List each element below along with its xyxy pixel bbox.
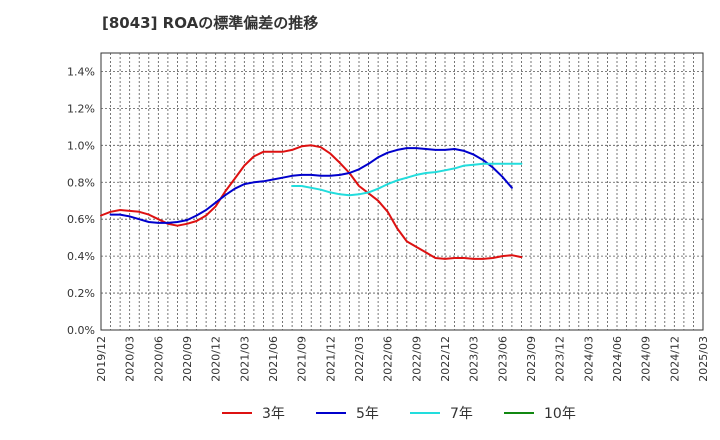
- axis-layer: 0.0% 0.2% 0.4% 0.6% 0.8% 1.0% 1.2% 1.4% 2019/12 2…: [67, 65, 710, 381]
- x-tick-label: 2023/03: [468, 336, 481, 382]
- x-tick-label: 2022/03: [353, 336, 366, 382]
- x-tick-label: 2020/06: [152, 336, 165, 382]
- legend: 3年 5年 7年 10年: [222, 406, 576, 422]
- x-tick-label: 2023/06: [496, 336, 509, 382]
- x-tick-label: 2024/06: [611, 336, 624, 382]
- x-tick-label: 2024/09: [640, 336, 653, 382]
- plot-area: [100, 52, 704, 331]
- series-line-2: [109, 147, 513, 224]
- x-tick-label: 2024/03: [582, 336, 595, 382]
- y-tick-label: 1.0%: [67, 139, 95, 152]
- x-tick-label: 2020/03: [124, 336, 137, 382]
- y-tick-label: 0.6%: [67, 213, 95, 226]
- x-tick-label: 2022/09: [410, 336, 423, 382]
- x-tick-label: 2021/09: [296, 336, 309, 382]
- chart-title: [8043] ROAの標準偏差の推移: [102, 14, 319, 32]
- legend-label-1: 3年: [262, 406, 285, 422]
- x-tick-label: 2024/12: [668, 336, 681, 382]
- x-tick-label: 2020/09: [181, 336, 194, 382]
- x-tick-label: 2023/09: [525, 336, 538, 382]
- grid-layer: [101, 53, 703, 330]
- legend-label-4: 10年: [544, 406, 576, 422]
- y-tick-label: 0.2%: [67, 287, 95, 300]
- y-tick-label: 1.4%: [67, 65, 95, 78]
- x-tick-label: 2022/06: [382, 336, 395, 382]
- y-tick-label: 0.0%: [67, 324, 95, 337]
- x-tick-label: 2021/06: [267, 336, 280, 382]
- x-tick-label: 2020/12: [210, 336, 223, 382]
- y-tick-label: 0.8%: [67, 176, 95, 189]
- series-line-1: [100, 144, 523, 260]
- x-tick-label: 2023/12: [554, 336, 567, 382]
- x-tick-label: 2022/12: [439, 336, 452, 382]
- legend-label-2: 5年: [356, 406, 379, 422]
- x-tick-label: 2019/12: [95, 336, 108, 382]
- y-tick-label: 0.4%: [67, 250, 95, 263]
- y-tick-label: 1.2%: [67, 102, 95, 115]
- x-tick-label: 2025/03: [697, 336, 710, 382]
- series-line-3: [291, 162, 523, 197]
- x-tick-label: 2021/03: [238, 336, 251, 382]
- x-tick-label: 2021/12: [324, 336, 337, 382]
- legend-label-3: 7年: [450, 406, 473, 422]
- series-layer: [100, 144, 523, 260]
